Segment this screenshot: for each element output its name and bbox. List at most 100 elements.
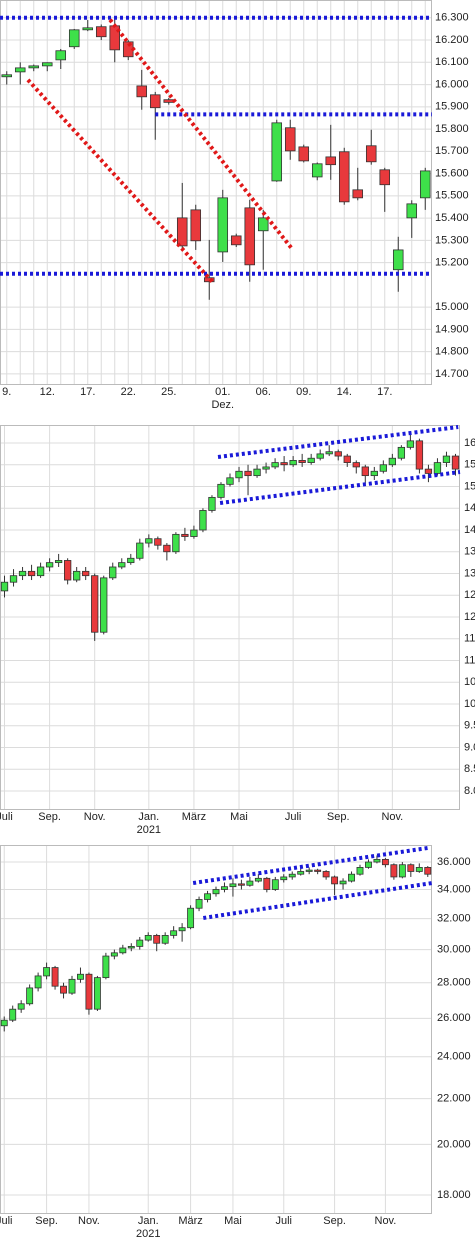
plot-frame xyxy=(0,845,432,1214)
candle-body xyxy=(246,880,254,886)
candle-body xyxy=(352,189,364,199)
y-tick-label: 12.000 xyxy=(464,611,475,623)
candle-body xyxy=(365,861,372,868)
candle-body xyxy=(85,973,93,1010)
x-tick-label: 12. xyxy=(40,386,55,398)
candle-body xyxy=(110,952,118,957)
trend-line xyxy=(217,425,459,459)
candle-body xyxy=(60,985,67,994)
candle-body xyxy=(331,876,339,885)
candle-body xyxy=(77,973,84,980)
x-tick-label: Nov. xyxy=(84,811,106,823)
candle-body xyxy=(199,510,207,531)
y-tick-label: 8.500 xyxy=(464,763,475,775)
candle-body xyxy=(397,446,406,459)
candle-body xyxy=(221,886,228,890)
y-tick-label: 15.000 xyxy=(464,480,475,492)
candle-body xyxy=(419,170,431,199)
candle-body xyxy=(136,85,148,98)
candle-body xyxy=(280,876,288,881)
x-tick-label: Jan. xyxy=(138,1215,159,1227)
candle-body xyxy=(325,451,333,455)
candle-body xyxy=(370,470,378,477)
x-tick-label: März xyxy=(182,811,206,823)
candle-body xyxy=(145,538,153,544)
y-tick-label: 14.900 xyxy=(435,323,469,335)
x-tick-label: 09. xyxy=(296,386,311,398)
x-tick-label: Sep. xyxy=(38,811,61,823)
y-tick-label: 15.300 xyxy=(435,234,469,246)
candle-body xyxy=(0,581,9,592)
x-tick-label: 17. xyxy=(80,386,95,398)
x-tick-label: Mai xyxy=(230,811,248,823)
y-tick-label: 13.500 xyxy=(464,546,475,558)
candle-body xyxy=(161,935,169,944)
candle-body xyxy=(415,440,424,470)
y-tick-label: 28.000 xyxy=(437,977,471,989)
candle-body xyxy=(64,560,72,581)
y-tick-label: 24.000 xyxy=(437,1051,471,1063)
y-tick-label: 18.000 xyxy=(437,1189,471,1201)
x-tick-label: Sep. xyxy=(323,1215,346,1227)
candle-body xyxy=(55,50,67,61)
y-tick-label: 13.000 xyxy=(464,567,475,579)
y-tick-label: 32.000 xyxy=(437,913,471,925)
candle-body xyxy=(406,203,418,219)
candle-body xyxy=(254,877,262,882)
candle-body xyxy=(406,440,415,448)
candle-body xyxy=(91,575,99,633)
candle-body xyxy=(424,468,433,474)
candle-body xyxy=(170,930,178,936)
y-tick-label: 14.700 xyxy=(435,368,469,380)
x-tick-label: Juli xyxy=(0,811,13,823)
candle-body xyxy=(263,877,271,890)
y-tick-label: 15.800 xyxy=(435,123,469,135)
y-tick-label: 16.200 xyxy=(435,34,469,46)
candle-body xyxy=(356,867,364,875)
candle-body xyxy=(144,935,152,941)
y-tick-label: 26.000 xyxy=(437,1012,471,1024)
candle-body xyxy=(407,864,415,872)
y-tick-label: 14.500 xyxy=(464,502,475,514)
candle-body xyxy=(284,127,296,152)
candle-body xyxy=(9,575,18,583)
candle-body xyxy=(244,470,252,477)
y-tick-label: 30.000 xyxy=(437,944,471,956)
y-tick-label: 20.000 xyxy=(437,1138,471,1150)
y-tick-label: 10.000 xyxy=(464,698,475,710)
x-tick-label: Juli xyxy=(285,811,302,823)
y-tick-label: 15.200 xyxy=(435,257,469,269)
candle-body xyxy=(68,29,80,48)
candle-body xyxy=(190,209,202,242)
y-tick-label: 15.700 xyxy=(435,145,469,157)
candle-body xyxy=(0,1019,8,1027)
x-tick-label: Sep. xyxy=(35,1215,58,1227)
x-tick-label: Nov. xyxy=(381,811,403,823)
x-tick-label: 14. xyxy=(337,386,352,398)
candle-body xyxy=(398,864,406,878)
candle-body xyxy=(34,975,42,989)
candle-body xyxy=(18,570,27,577)
candle-body xyxy=(172,533,180,553)
trend-line xyxy=(108,18,295,252)
y-tick-label: 11.500 xyxy=(464,633,475,645)
candle-body xyxy=(433,462,442,474)
trend-line xyxy=(219,470,461,506)
y-tick-label: 15.500 xyxy=(435,190,469,202)
y-tick-label: 12.500 xyxy=(464,589,475,601)
candle-body xyxy=(176,217,188,247)
candle-body xyxy=(271,122,283,182)
candle-body xyxy=(280,462,288,466)
candle-body xyxy=(178,927,186,932)
candle-body xyxy=(14,67,26,73)
candle-body xyxy=(271,462,279,468)
y-tick-label: 10.500 xyxy=(464,676,475,688)
x-sub-label: Dez. xyxy=(211,399,234,411)
candle-body xyxy=(311,163,323,178)
plot-frame xyxy=(0,425,460,810)
x-tick-label: März xyxy=(178,1215,202,1227)
x-tick-label: 01. xyxy=(215,386,230,398)
candle-body xyxy=(73,570,81,581)
candle-body xyxy=(297,871,305,875)
